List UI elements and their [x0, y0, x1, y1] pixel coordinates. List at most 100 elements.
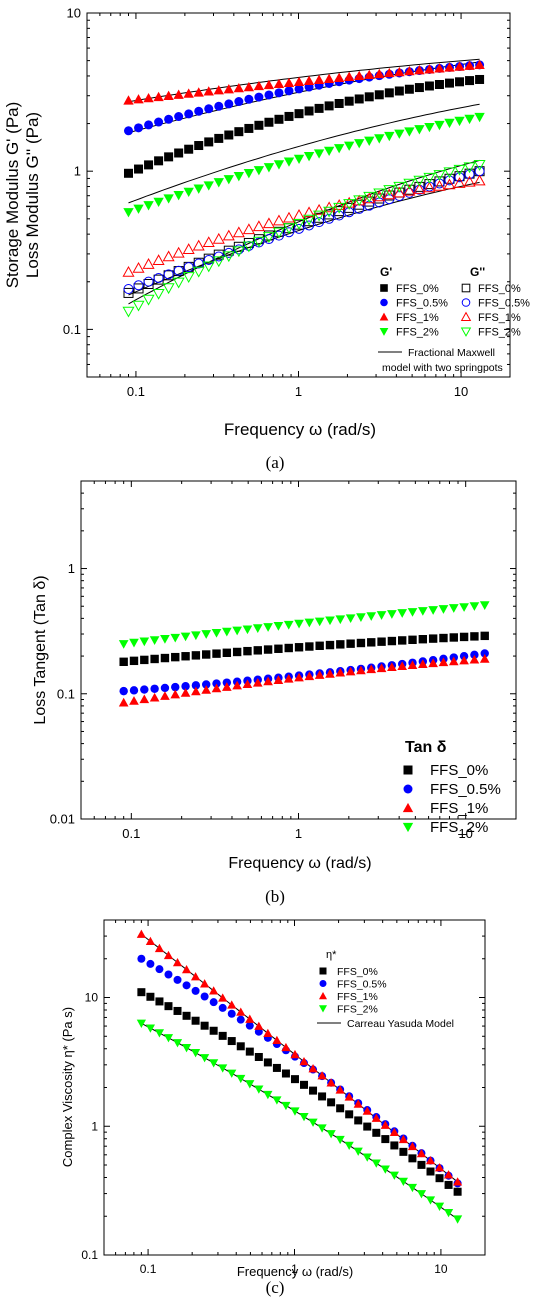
data-point — [313, 210, 326, 222]
data-point — [303, 152, 315, 162]
data-point — [146, 992, 155, 1001]
data-point — [344, 96, 354, 106]
data-point — [464, 114, 475, 125]
data-point — [201, 630, 212, 639]
data-point — [480, 649, 489, 658]
data-point — [181, 652, 190, 661]
data-point — [222, 682, 232, 691]
data-point — [253, 80, 265, 91]
data-point — [133, 94, 144, 104]
data-point — [314, 103, 324, 113]
data-point — [150, 684, 159, 693]
data-point — [308, 1118, 318, 1127]
data-point — [384, 67, 395, 78]
data-point — [373, 190, 386, 202]
data-point — [303, 214, 316, 226]
y-tick-label: 0.1 — [81, 1248, 98, 1262]
data-point — [364, 92, 374, 102]
data-point — [387, 610, 397, 619]
data-point — [192, 239, 205, 251]
data-point — [444, 62, 455, 72]
data-point — [171, 682, 180, 692]
data-point — [475, 74, 485, 84]
data-point — [394, 129, 405, 139]
data-point — [433, 179, 446, 191]
data-point — [181, 1044, 192, 1053]
data-point — [282, 223, 296, 235]
data-point — [232, 626, 242, 636]
data-point — [333, 199, 346, 210]
data-point — [232, 226, 245, 238]
y-axis-label-b: Loss Tangent (Tan δ) — [32, 575, 49, 724]
y-ticks-b: 0.01 0.1 1 — [50, 480, 516, 827]
data-point — [424, 122, 435, 133]
data-point — [232, 680, 242, 690]
data-point — [417, 1160, 426, 1169]
data-point — [389, 1127, 399, 1137]
data-point — [273, 226, 284, 237]
data-point — [272, 1063, 281, 1072]
data-point — [227, 1069, 237, 1078]
data-point — [335, 615, 346, 625]
data-point — [218, 1064, 228, 1073]
data-point — [133, 204, 144, 214]
data-point — [142, 258, 155, 269]
data-point — [136, 1019, 146, 1028]
chart-panel-c: 0.1 1 10 0.1 1 10 Complex Viscosity η* (Pa s… — [60, 919, 486, 1297]
y-axis-label-c: Complex Viscosity η* (Pa s) — [60, 1007, 75, 1167]
data-point — [281, 1101, 291, 1111]
legend-marker — [402, 802, 414, 813]
data-point — [479, 654, 490, 663]
data-point — [453, 164, 466, 176]
data-point — [263, 1028, 273, 1037]
data-point — [172, 957, 183, 967]
data-marks-a — [122, 59, 486, 318]
panel-label-a: (a) — [266, 453, 285, 472]
y-tick-label: 10 — [67, 6, 81, 21]
data-point — [129, 696, 139, 705]
data-point — [367, 638, 376, 647]
series-FFS_2% — [118, 601, 490, 649]
data-point — [254, 1085, 264, 1094]
data-point — [137, 988, 146, 997]
data-point — [371, 1113, 381, 1122]
data-point — [190, 1049, 201, 1058]
legend-marker — [318, 1005, 328, 1013]
data-point — [326, 1130, 336, 1139]
data-point — [245, 1080, 255, 1089]
data-point — [254, 1021, 264, 1030]
data-point — [149, 692, 160, 702]
data-point — [318, 1092, 327, 1101]
fit-curve — [128, 181, 480, 296]
data-point — [345, 666, 356, 676]
data-point — [463, 175, 476, 187]
data-point — [283, 620, 294, 630]
y-tick-label: 1 — [74, 164, 81, 179]
data-point — [438, 605, 449, 614]
legend-c: η* Carreau Yasuda Model FFS_0%FFS_0.5%FF… — [317, 949, 454, 1030]
data-point — [397, 661, 408, 671]
data-point — [200, 1054, 210, 1063]
data-point — [345, 614, 356, 624]
data-point — [366, 612, 377, 621]
data-point — [290, 1049, 300, 1059]
x-ticks-c: 0.1 1 10 — [103, 920, 486, 1276]
data-point — [222, 229, 235, 241]
data-point — [144, 160, 154, 170]
data-point — [181, 965, 192, 974]
data-point — [163, 1034, 174, 1043]
data-point — [454, 116, 465, 127]
data-point — [134, 123, 144, 133]
data-point — [325, 640, 335, 650]
data-point — [263, 163, 275, 173]
data-point — [224, 130, 234, 140]
legend-marker — [379, 312, 389, 321]
data-point — [200, 979, 210, 988]
x-tick-label: 0.1 — [140, 1262, 157, 1276]
data-point — [443, 1209, 454, 1218]
data-point — [294, 672, 304, 682]
y-tick-label: 1 — [91, 1119, 98, 1133]
data-point — [423, 172, 436, 184]
data-point — [232, 246, 245, 258]
data-point — [273, 622, 284, 631]
